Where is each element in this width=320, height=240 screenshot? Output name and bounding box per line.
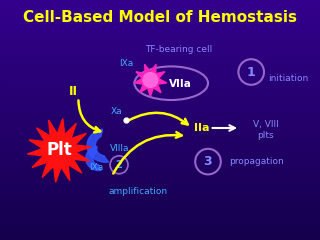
Bar [0,96,320,104]
Polygon shape [134,64,167,97]
Text: IIa: IIa [194,123,209,133]
Bar [0,144,320,152]
Text: Xa: Xa [111,108,123,116]
Text: VIIIa: VIIIa [110,144,130,153]
Bar [0,0,320,8]
Bar [0,216,320,224]
Bar [0,200,320,208]
Text: V, VIII: V, VIII [253,120,278,129]
Bar [0,168,320,176]
Bar [0,24,320,32]
Text: IXa: IXa [119,60,133,68]
Bar [0,120,320,128]
Text: plts: plts [257,132,274,140]
Bar [0,160,320,168]
Text: propagation: propagation [228,157,284,166]
Text: TF-bearing cell: TF-bearing cell [146,45,213,54]
Text: Plt: Plt [46,141,72,159]
Bar [0,208,320,216]
Bar [0,152,320,160]
Bar [0,88,320,96]
Polygon shape [28,119,91,182]
Text: II: II [69,85,78,98]
Bar [0,64,320,72]
Bar [0,192,320,200]
Text: VIIa: VIIa [169,79,192,89]
Bar [0,136,320,144]
Bar [0,48,320,56]
Text: Cell-Based Model of Hemostasis: Cell-Based Model of Hemostasis [23,10,297,25]
Text: amplification: amplification [108,187,167,197]
Bar [0,32,320,40]
Bar [0,72,320,80]
Polygon shape [86,146,101,171]
Bar [0,56,320,64]
Bar [0,232,320,240]
Bar [0,104,320,112]
Text: 1: 1 [247,66,256,78]
Bar [0,40,320,48]
Text: IXa: IXa [89,163,103,173]
Text: 2: 2 [116,160,123,170]
Bar [0,8,320,16]
Polygon shape [87,129,108,162]
Text: 3: 3 [204,155,212,168]
Bar [0,128,320,136]
Bar [0,16,320,24]
Bar [0,176,320,184]
Bar [0,184,320,192]
Circle shape [143,73,158,87]
Text: initiation: initiation [268,74,308,83]
Bar [0,80,320,88]
Bar [0,112,320,120]
Bar [0,224,320,232]
